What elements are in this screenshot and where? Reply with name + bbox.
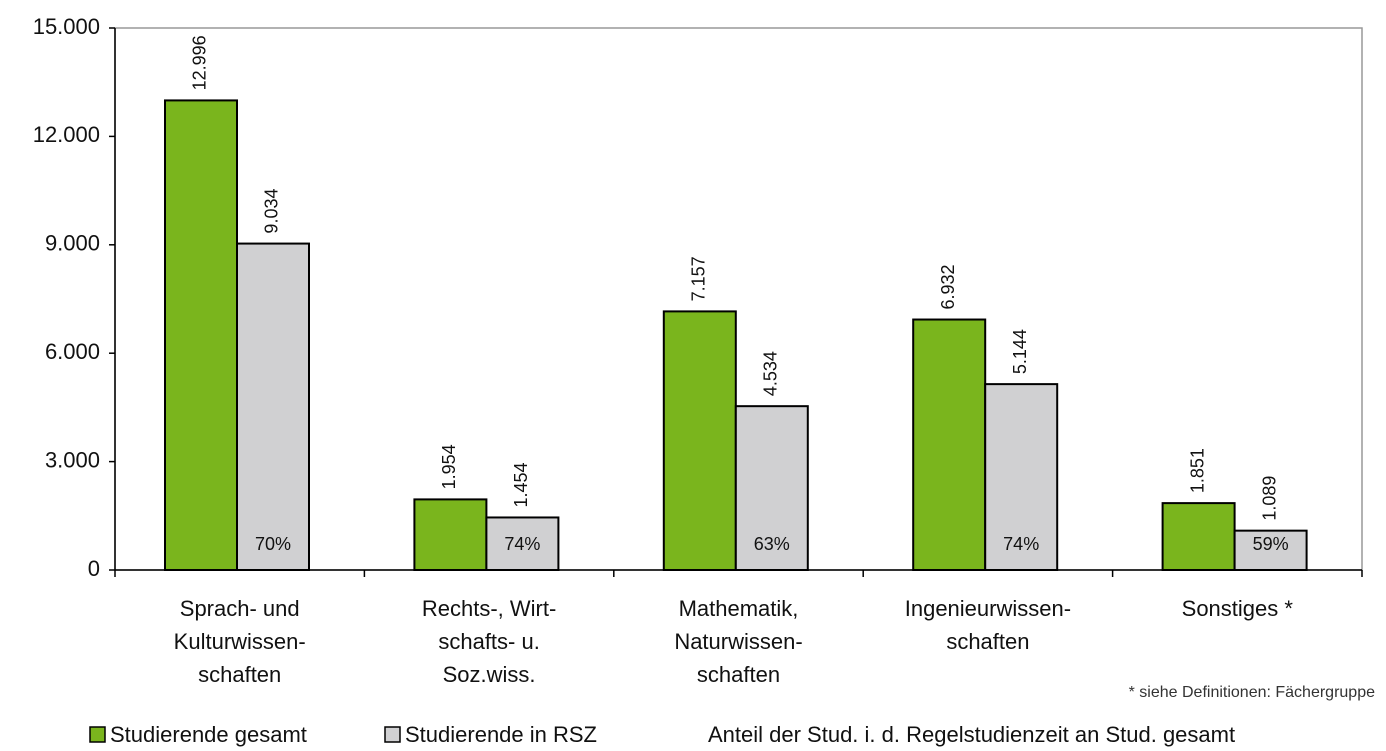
share-label: 74% — [1003, 534, 1039, 554]
share-label: 63% — [754, 534, 790, 554]
y-tick-label: 12.000 — [33, 122, 100, 147]
x-tick-label: Kulturwissen- — [174, 629, 306, 654]
value-label: 1.454 — [511, 462, 531, 507]
x-tick-label: Soz.wiss. — [443, 662, 536, 687]
legend-swatch — [384, 726, 401, 743]
legend-label: Studierende in RSZ — [405, 722, 597, 747]
share-label: 70% — [255, 534, 291, 554]
x-tick-label: Sonstiges * — [1182, 596, 1294, 621]
value-label: 12.996 — [190, 35, 210, 90]
legend-label: Studierende gesamt — [110, 722, 307, 747]
value-label: 9.034 — [262, 189, 282, 234]
value-label: 6.932 — [938, 264, 958, 309]
bar — [662, 310, 737, 571]
bar — [164, 99, 238, 572]
legend-label: Anteil der Stud. i. d. Regelstudienzeit … — [708, 722, 1235, 747]
value-label: 4.534 — [761, 351, 781, 396]
y-tick-label: 0 — [88, 556, 100, 581]
y-tick-label: 15.000 — [33, 14, 100, 39]
value-label: 7.157 — [689, 256, 709, 301]
bar — [485, 516, 560, 572]
value-label: 1.089 — [1259, 476, 1279, 521]
y-tick-label: 3.000 — [45, 447, 100, 472]
y-tick-label: 9.000 — [45, 231, 100, 256]
bar — [984, 383, 1059, 571]
x-tick-label: Sprach- und — [180, 596, 300, 621]
x-tick-label: schaften — [697, 662, 780, 687]
y-tick-label: 6.000 — [45, 339, 100, 364]
x-tick-label: Mathematik, — [679, 596, 799, 621]
share-label: 59% — [1253, 534, 1289, 554]
bar — [236, 242, 310, 571]
value-label: 1.851 — [1187, 448, 1207, 493]
x-tick-label: Ingenieurwissen- — [905, 596, 1071, 621]
value-label: 1.954 — [439, 444, 459, 489]
x-tick-label: Rechts-, Wirt- — [422, 596, 556, 621]
note: * siehe Definitionen: Fächergruppe — [1129, 684, 1375, 701]
value-label: 5.144 — [1010, 329, 1030, 374]
bar — [413, 498, 488, 572]
bar — [1161, 502, 1236, 571]
share-label: 74% — [504, 534, 540, 554]
bar — [1233, 529, 1308, 572]
x-tick-label: schaften — [198, 662, 281, 687]
legend-swatch — [89, 726, 106, 743]
bar — [912, 318, 987, 572]
bar — [734, 405, 809, 572]
x-tick-label: schaften — [946, 629, 1029, 654]
x-tick-label: schafts- u. — [438, 629, 539, 654]
x-tick-label: Naturwissen- — [674, 629, 802, 654]
